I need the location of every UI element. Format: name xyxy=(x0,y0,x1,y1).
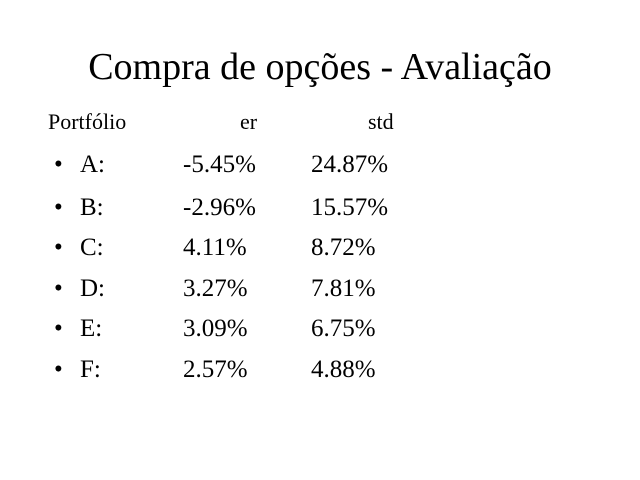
bullet: • xyxy=(54,356,63,383)
table-cell: A: xyxy=(80,151,105,178)
bullet: • xyxy=(54,194,63,221)
table-cell: 8.72% xyxy=(311,234,376,261)
table-cell: F: xyxy=(80,356,101,383)
table-cell: D: xyxy=(80,275,105,302)
bullet: • xyxy=(54,151,63,178)
table-cell: B: xyxy=(80,194,104,221)
slide-title: Compra de opções - Avaliação xyxy=(88,46,552,88)
table-cell: -5.45% xyxy=(183,151,256,178)
bullet: • xyxy=(54,275,63,302)
table-cell: C: xyxy=(80,234,104,261)
bullet: • xyxy=(54,315,63,342)
table-cell: 7.81% xyxy=(311,275,376,302)
table-cell: 6.75% xyxy=(311,315,376,342)
table-cell: 24.87% xyxy=(311,151,389,178)
header-cell: er xyxy=(240,109,258,134)
table-cell: 3.09% xyxy=(183,315,248,342)
bullet: • xyxy=(54,234,63,261)
table-cell: 4.11% xyxy=(183,234,247,261)
table-cell: 2.57% xyxy=(183,356,248,383)
table-cell: E: xyxy=(80,315,103,342)
table-cell: 4.88% xyxy=(311,356,376,383)
header-cell: Portfólio xyxy=(48,109,127,134)
table-cell: -2.96% xyxy=(183,194,256,221)
table-cell: 3.27% xyxy=(183,275,248,302)
table-cell: 15.57% xyxy=(311,194,389,221)
header-cell: std xyxy=(368,109,394,134)
